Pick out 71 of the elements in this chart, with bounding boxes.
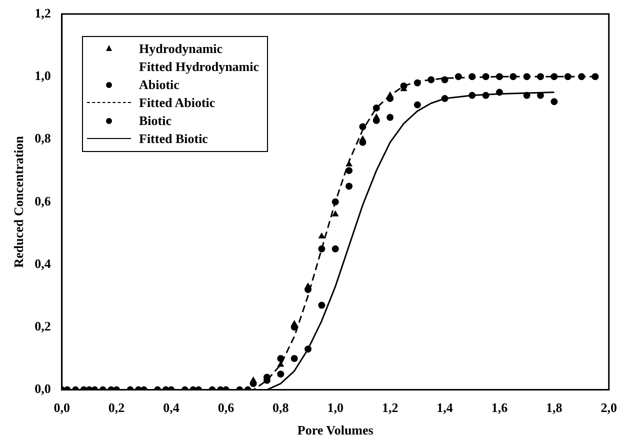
point <box>536 92 544 99</box>
point <box>304 346 312 353</box>
point <box>536 73 544 80</box>
point <box>360 136 366 142</box>
point <box>510 73 517 80</box>
point <box>386 92 394 98</box>
point <box>304 282 312 288</box>
point <box>496 73 503 80</box>
point <box>414 101 421 108</box>
point <box>277 370 284 378</box>
point <box>428 76 435 84</box>
legend-label: Hydrodynamic <box>139 41 223 57</box>
legend-label: Fitted Abiotic <box>139 95 216 111</box>
point <box>482 92 490 99</box>
point <box>290 354 298 362</box>
point <box>414 79 421 86</box>
legend-label: Biotic <box>139 113 172 129</box>
y-tick-label: 1,0 <box>34 68 51 83</box>
point <box>318 302 326 309</box>
point <box>550 73 558 80</box>
x-tick-label: 0,0 <box>54 400 70 415</box>
point <box>332 210 338 216</box>
point <box>564 73 572 80</box>
x-tick-label: 1,8 <box>546 400 563 415</box>
point <box>550 98 558 106</box>
point <box>291 320 298 326</box>
point <box>359 123 366 130</box>
point <box>441 76 448 84</box>
y-tick-label: 0,2 <box>34 318 51 334</box>
point <box>592 73 599 80</box>
legend-label: Abiotic <box>139 77 180 93</box>
point <box>346 167 353 174</box>
x-tick-label: 1,4 <box>436 400 454 415</box>
point <box>318 232 325 238</box>
point <box>318 245 326 252</box>
point <box>372 104 380 112</box>
legend-label: Fitted Biotic <box>139 131 208 147</box>
point <box>332 198 339 206</box>
x-tick-label: 2,0 <box>600 400 617 415</box>
y-tick-label: 1,2 <box>34 5 51 20</box>
x-tick-label: 0,8 <box>272 400 290 415</box>
annotation: Fitted Hydrodynamic <box>139 59 260 75</box>
point <box>482 73 490 80</box>
x-tick-label: 0,6 <box>218 400 235 415</box>
y-tick-label: 0,4 <box>34 256 52 271</box>
y-tick-label: 0,6 <box>34 193 52 208</box>
point <box>578 73 586 80</box>
point <box>386 114 394 121</box>
point <box>346 182 353 190</box>
point <box>441 95 448 102</box>
point <box>278 361 284 367</box>
x-axis-title: Pore Volumes <box>297 422 374 438</box>
point <box>468 92 476 99</box>
point <box>454 73 462 80</box>
point <box>496 88 503 96</box>
point <box>373 114 380 120</box>
point <box>277 354 284 362</box>
x-tick-label: 0,2 <box>108 400 125 415</box>
x-tick-label: 1,0 <box>327 400 344 415</box>
point <box>523 92 530 99</box>
x-tick-label: 1,2 <box>382 400 398 415</box>
y-tick-label: 0,8 <box>34 130 52 146</box>
point <box>468 73 476 80</box>
point <box>332 245 339 252</box>
point <box>523 73 530 80</box>
point <box>346 160 352 166</box>
x-tick-label: 0,4 <box>163 400 180 415</box>
x-tick-label: 1,6 <box>491 400 508 415</box>
y-axis-title: Reduced Concentration <box>11 135 26 268</box>
y-tick-label: 0,0 <box>34 381 51 396</box>
point <box>250 376 256 382</box>
